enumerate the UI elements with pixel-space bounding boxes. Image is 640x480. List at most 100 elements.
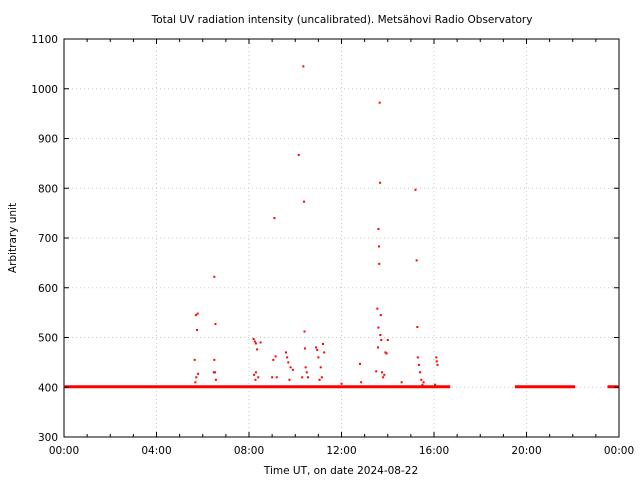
data-point	[380, 371, 383, 374]
data-point	[379, 181, 382, 184]
y-tick-label: 800	[38, 183, 58, 195]
data-point	[414, 188, 417, 191]
data-point	[436, 363, 439, 366]
x-axis-label: Time UT, on date 2024-08-22	[263, 465, 418, 477]
data-point	[257, 376, 260, 379]
data-point	[288, 378, 291, 381]
data-point	[400, 381, 403, 384]
data-point	[379, 334, 382, 337]
data-point	[197, 372, 200, 375]
data-point	[419, 371, 422, 374]
data-point	[271, 376, 274, 379]
data-point	[285, 351, 287, 354]
data-point	[384, 351, 387, 354]
data-point	[303, 347, 306, 350]
data-point	[306, 376, 309, 379]
data-point	[212, 371, 215, 374]
data-point	[377, 326, 380, 329]
data-point	[378, 101, 381, 104]
data-point	[380, 338, 383, 341]
data-point	[254, 342, 257, 345]
data-point	[303, 200, 306, 203]
data-point	[196, 312, 199, 315]
data-point	[291, 368, 294, 371]
data-point	[315, 346, 318, 349]
data-point	[256, 348, 259, 351]
data-point	[435, 360, 438, 363]
data-point	[386, 338, 389, 341]
data-point	[377, 346, 380, 349]
x-tick-label: 16:00	[419, 445, 449, 457]
data-point	[213, 275, 216, 278]
x-axis-ticks: 00:00 04:00 08:00 12:00 16:00 20:00 00:00	[49, 39, 634, 457]
data-point	[420, 378, 423, 381]
data-point	[214, 323, 217, 326]
y-tick-label: 500	[38, 333, 58, 345]
data-point	[376, 307, 379, 310]
data-point	[382, 376, 385, 379]
x-tick-label: 00:00	[604, 445, 634, 457]
data-point	[322, 342, 324, 345]
data-point	[286, 356, 289, 359]
data-point	[379, 314, 382, 317]
data-point	[195, 376, 198, 379]
data-point	[253, 373, 256, 376]
y-axis-ticks: 300 400 500 600 700 800 900 1000 1100	[31, 34, 619, 444]
chart-grid	[64, 39, 619, 437]
data-point	[385, 352, 388, 355]
data-point	[378, 262, 381, 265]
y-axis-label: Arbitrary unit	[7, 203, 19, 273]
data-point	[323, 351, 326, 354]
data-point	[302, 65, 305, 68]
data-point	[383, 373, 386, 376]
data-point	[422, 381, 425, 384]
data-point	[194, 314, 197, 317]
data-point	[289, 366, 292, 369]
y-tick-label: 700	[38, 233, 58, 245]
x-tick-label: 00:00	[49, 445, 79, 457]
y-tick-label: 300	[38, 432, 58, 444]
data-point	[297, 153, 300, 156]
data-point	[195, 329, 198, 332]
data-point	[415, 259, 418, 262]
plot-frame	[63, 38, 620, 438]
chart-title: Total UV radiation intensity (uncalibrat…	[151, 14, 533, 26]
data-point	[360, 381, 363, 384]
x-tick-label: 08:00	[234, 445, 264, 457]
data-point	[214, 378, 217, 381]
y-tick-label: 900	[38, 134, 58, 146]
y-tick-label: 600	[38, 283, 58, 295]
data-point	[316, 348, 319, 351]
data-point	[303, 330, 306, 333]
data-point	[301, 376, 304, 379]
data-point	[340, 382, 343, 385]
data-point	[417, 363, 420, 366]
data-point	[377, 245, 380, 248]
data-point	[275, 376, 278, 379]
data-point	[319, 366, 322, 369]
data-point	[377, 228, 380, 231]
data-point	[375, 370, 378, 373]
data-point	[359, 362, 361, 365]
data-point	[254, 378, 257, 381]
data-point	[434, 383, 437, 386]
data-point	[254, 371, 257, 374]
data-point	[320, 376, 323, 379]
data-point	[287, 361, 290, 364]
data-point	[305, 371, 308, 374]
data-point	[304, 366, 307, 369]
x-tick-label: 12:00	[326, 445, 356, 457]
data-point	[193, 358, 196, 361]
data-point	[435, 356, 438, 359]
x-tick-label: 04:00	[141, 445, 171, 457]
data-point	[416, 326, 419, 329]
data-point	[259, 341, 262, 344]
y-tick-label: 1100	[31, 34, 58, 46]
data-point	[317, 356, 320, 359]
data-point	[213, 358, 216, 361]
data-point	[274, 355, 277, 358]
data-point	[273, 217, 276, 220]
x-tick-label: 20:00	[511, 445, 541, 457]
data-points	[193, 65, 439, 386]
